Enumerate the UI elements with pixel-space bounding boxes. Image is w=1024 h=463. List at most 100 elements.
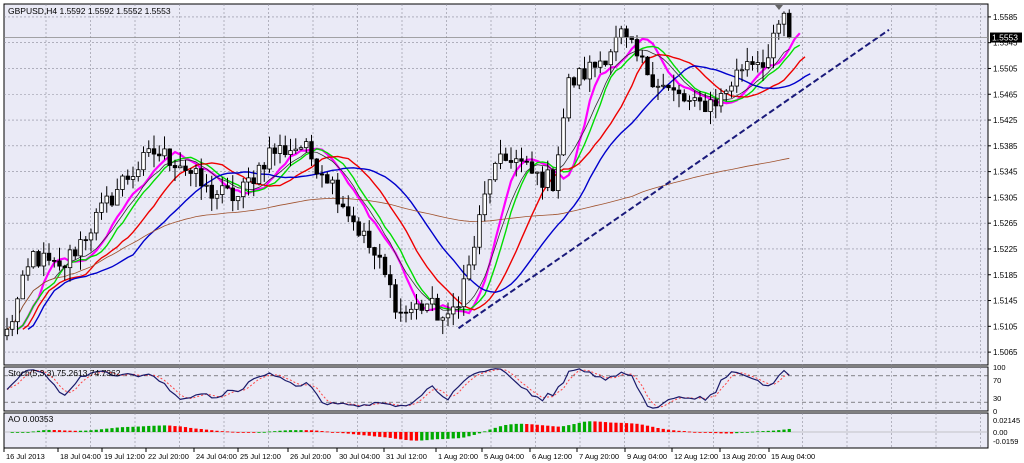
ao-bar	[614, 422, 618, 432]
ao-bar	[199, 428, 203, 432]
candle	[377, 243, 382, 269]
ao-bar	[157, 425, 161, 432]
candle	[692, 90, 697, 107]
ao-bar	[26, 432, 30, 433]
ao-bar	[551, 426, 555, 432]
candle	[225, 177, 230, 190]
ao-bar	[215, 430, 219, 432]
candle	[188, 168, 193, 187]
ao-bar	[388, 432, 392, 438]
time-tick-label: 19 Jul 12:00	[104, 452, 145, 461]
ao-bar	[94, 429, 98, 432]
candle	[750, 56, 755, 71]
candle	[676, 85, 682, 108]
stochastic-pane[interactable]: Stoch(5,3,3) 75.2613 74.7362 100 70 30 0	[3, 363, 1006, 416]
candle	[571, 76, 577, 88]
trend-line[interactable]	[457, 28, 890, 330]
ao-bar	[210, 430, 214, 432]
candle	[115, 178, 120, 206]
candle	[246, 167, 251, 196]
stochastic-title: Stoch(5,3,3) 75.2613 74.7362	[8, 368, 121, 378]
ao-bar	[141, 426, 146, 432]
ao-bar	[351, 432, 356, 435]
ao-pane[interactable]: AO 0.00353 0.02145 0.00-0.0159	[3, 412, 1020, 449]
candle	[682, 89, 687, 103]
ao-bar	[687, 431, 692, 433]
ao-bar	[236, 432, 240, 433]
candle	[267, 136, 272, 173]
shift-marker-icon[interactable]	[775, 5, 783, 10]
candle	[388, 265, 393, 298]
ao-bar	[672, 430, 676, 432]
candle	[157, 145, 162, 162]
ao-bar	[294, 430, 298, 432]
ma-line-8	[17, 44, 801, 330]
candle	[52, 257, 57, 268]
candle	[514, 149, 519, 177]
stochastic-pane-background	[3, 366, 989, 412]
stochastic-tick-label: 100	[993, 363, 1006, 372]
ao-bar	[462, 432, 466, 438]
ao-bar	[546, 425, 550, 432]
ao-bar	[252, 432, 256, 433]
ao-bar	[420, 432, 424, 441]
ao-bar	[756, 431, 760, 433]
price-axis: 1.5065 1.5105 1.5145 1.5185 1.5225 1.5265 1.53…	[988, 13, 1018, 357]
candle	[561, 108, 566, 156]
candle	[545, 160, 550, 192]
ao-bar	[168, 425, 172, 432]
candle	[703, 93, 708, 113]
stochastic-tick-label: 70	[993, 376, 1001, 385]
candle	[624, 25, 629, 48]
price-pane[interactable]: GBPUSD,H4 1.5592 1.5592 1.5552 1.5553 1.…	[3, 3, 1022, 366]
candle	[125, 169, 130, 185]
candle	[524, 155, 529, 165]
candle	[272, 143, 277, 166]
candle	[724, 89, 729, 102]
candle	[771, 24, 776, 68]
candle	[424, 303, 430, 313]
ao-bar	[472, 432, 476, 435]
ao-bar	[241, 432, 245, 433]
ma-line-21	[27, 65, 811, 330]
ao-bar	[719, 432, 723, 434]
price-tick-label: 1.5145	[993, 297, 1018, 306]
ao-bar	[299, 430, 303, 432]
ao-bar	[740, 432, 744, 433]
ao-bar	[645, 425, 650, 432]
candle	[587, 55, 592, 92]
ao-bar	[273, 431, 277, 432]
ao-bar	[362, 432, 366, 436]
ao-bar	[63, 430, 67, 432]
ao-bar	[640, 424, 644, 432]
ao-bar	[714, 432, 718, 434]
time-tick-label: 5 Aug 04:00	[484, 452, 524, 461]
ao-bar	[367, 432, 371, 436]
ao-bar	[603, 422, 608, 432]
ao-bar	[504, 424, 508, 432]
ao-bar	[708, 432, 713, 433]
candle	[120, 174, 125, 197]
ao-bar	[225, 431, 230, 433]
ao-bar	[588, 421, 592, 432]
candle	[687, 95, 692, 111]
ao-bar	[435, 432, 440, 440]
candle	[708, 91, 713, 125]
candle	[409, 301, 414, 320]
candle	[472, 235, 477, 270]
candle	[640, 49, 645, 64]
price-tick-label: 1.5065	[993, 348, 1018, 357]
candle	[130, 166, 136, 189]
candle	[136, 161, 141, 182]
ao-bar	[761, 431, 765, 432]
candle	[178, 152, 183, 169]
ao-bar	[47, 429, 51, 432]
price-tick-label: 1.5385	[993, 142, 1018, 151]
candle	[372, 246, 377, 270]
time-tick-label: 18 Jul 04:00	[60, 452, 101, 461]
price-tick-label: 1.5305	[993, 193, 1018, 202]
ao-bar	[572, 424, 576, 432]
ao-bar	[651, 426, 655, 432]
ao-bar	[36, 430, 41, 432]
price-tick-label: 1.5265	[993, 219, 1018, 228]
